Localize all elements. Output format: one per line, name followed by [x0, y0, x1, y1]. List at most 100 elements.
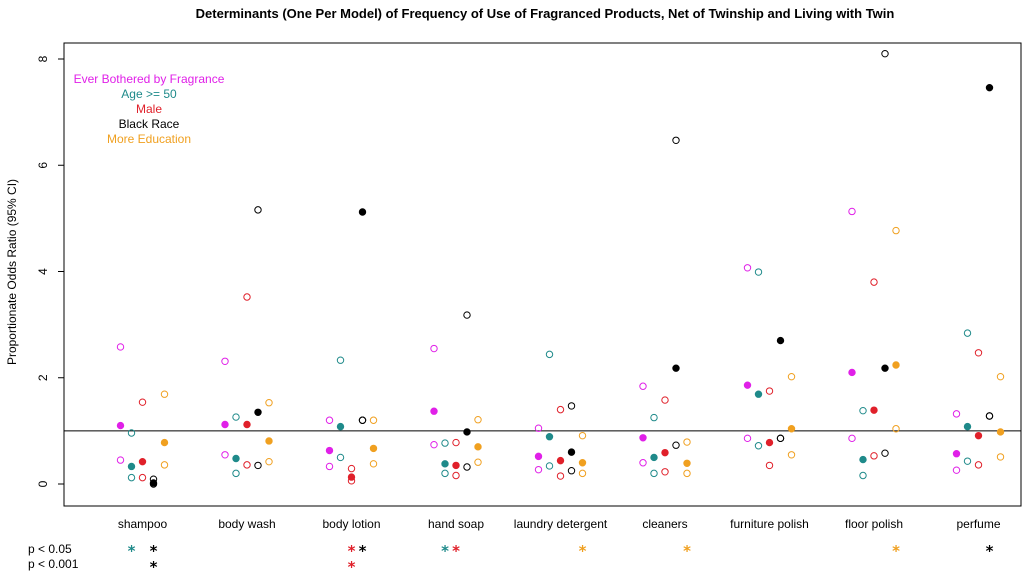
ci-high-s4-laundry-detergent	[578, 431, 587, 440]
ci-high-s0-body-wash	[221, 357, 229, 365]
ci-high-s1-perfume	[963, 329, 972, 337]
estimate-s4-perfume	[996, 428, 1005, 436]
x-tick-label-floor-polish: floor polish	[845, 517, 903, 531]
estimate-s4-body-wash	[265, 437, 273, 445]
y-tick-label-1: 2	[36, 374, 50, 381]
ci-high-s2-shampoo	[138, 398, 147, 406]
estimate-s3-laundry-detergent	[567, 448, 576, 456]
y-tick-label-2: 4	[36, 268, 50, 275]
ci-low-s2-shampoo	[138, 473, 147, 482]
sig-star-p05-6: *	[579, 542, 587, 560]
ci-high-s1-hand-soap	[441, 439, 449, 447]
ci-low-s0-furniture-polish	[743, 434, 752, 443]
ci-low-s2-furniture-polish	[765, 461, 774, 470]
x-tick-label-shampoo: shampoo	[118, 517, 168, 531]
ci-low-s0-body-wash	[221, 451, 229, 459]
ci-low-s3-body-lotion	[358, 416, 367, 424]
y-axis-label: Proportionate Odds Ratio (95% CI)	[5, 179, 19, 365]
ci-high-s0-cleaners	[639, 382, 647, 390]
sig-star-p05-7: *	[683, 542, 691, 560]
ci-high-s3-cleaners	[672, 136, 680, 144]
ci-high-s2-cleaners	[661, 396, 669, 404]
sig-star-p05-4: *	[441, 542, 449, 560]
sig-star-p05-5: *	[452, 542, 460, 560]
ci-high-s0-laundry-detergent	[534, 424, 543, 432]
ci-low-s4-body-wash	[265, 457, 273, 466]
ci-low-s1-hand-soap	[441, 469, 449, 478]
ci-high-s4-perfume	[996, 372, 1005, 381]
estimate-s4-furniture-polish	[787, 425, 796, 433]
ci-low-s2-body-wash	[243, 461, 251, 469]
estimate-s0-hand-soap	[430, 407, 438, 415]
ci-low-s4-perfume	[996, 453, 1005, 461]
estimate-s2-floor-polish	[870, 406, 878, 414]
ci-low-s3-floor-polish	[881, 449, 889, 457]
ci-high-s0-perfume	[952, 410, 961, 418]
ci-low-s4-shampoo	[160, 461, 169, 469]
x-tick-label-body-lotion: body lotion	[322, 517, 380, 531]
ci-high-s2-perfume	[974, 349, 983, 357]
sig-star-p05-8: *	[892, 542, 900, 560]
ci-low-s3-hand-soap	[463, 463, 471, 471]
estimate-s2-body-lotion	[347, 473, 356, 481]
estimate-s0-body-lotion	[325, 446, 334, 455]
estimate-s0-perfume	[952, 450, 961, 458]
ci-high-s1-shampoo	[127, 429, 136, 437]
ci-low-s4-floor-polish	[892, 425, 900, 433]
estimate-s2-perfume	[974, 431, 983, 440]
ci-low-s1-body-lotion	[336, 453, 345, 462]
estimate-s3-body-lotion	[358, 208, 367, 216]
legend-entry-0: Ever Bothered by Fragrance	[74, 72, 225, 86]
estimate-s4-floor-polish	[892, 361, 900, 369]
ci-low-s2-hand-soap	[452, 471, 460, 480]
estimate-s4-hand-soap	[474, 443, 482, 451]
estimate-s1-body-lotion	[336, 422, 345, 431]
ci-low-s2-floor-polish	[870, 452, 878, 460]
estimate-s3-furniture-polish	[776, 336, 785, 345]
y-tick-label-0: 0	[36, 480, 50, 487]
ci-low-s0-shampoo	[116, 456, 125, 464]
ci-low-s2-perfume	[974, 461, 983, 469]
ci-high-s4-body-wash	[265, 399, 273, 407]
y-tick-label-4: 8	[36, 55, 50, 62]
x-tick-label-perfume: perfume	[956, 517, 1000, 531]
sig-label-p05: p < 0.05	[28, 542, 72, 556]
ci-high-s2-furniture-polish	[765, 387, 774, 395]
x-tick-label-laundry-detergent: laundry detergent	[514, 517, 608, 531]
ci-high-s2-body-lotion	[347, 464, 356, 473]
ci-low-s4-laundry-detergent	[578, 469, 587, 478]
ci-high-s2-body-wash	[243, 293, 251, 301]
legend-entry-4: More Education	[107, 132, 191, 146]
sig-star-p05-2: *	[348, 542, 356, 560]
ci-low-s1-body-wash	[232, 469, 240, 478]
estimate-s3-floor-polish	[881, 364, 889, 372]
ci-low-s0-hand-soap	[430, 440, 438, 449]
estimate-s3-cleaners	[672, 364, 680, 372]
legend-entry-1: Age >= 50	[121, 87, 177, 101]
estimate-s1-body-wash	[232, 454, 240, 463]
ci-high-s2-floor-polish	[870, 278, 878, 286]
x-tick-label-body-wash: body wash	[218, 517, 275, 531]
ci-high-s3-hand-soap	[463, 311, 471, 319]
ci-low-s4-furniture-polish	[787, 451, 796, 459]
ci-high-s3-laundry-detergent	[567, 402, 576, 410]
estimate-s4-cleaners	[683, 459, 691, 467]
sig-star-p001-0: *	[150, 558, 158, 575]
ci-low-s0-perfume	[952, 466, 961, 474]
ci-high-s0-body-lotion	[325, 416, 334, 424]
ci-high-s2-laundry-detergent	[556, 405, 565, 414]
ci-high-s4-shampoo	[160, 390, 169, 398]
estimate-s3-shampoo	[149, 479, 158, 487]
estimate-s2-cleaners	[661, 448, 669, 457]
significance-panel: p < 0.05 p < 0.001 * * * * * * * * * ** *	[28, 542, 994, 575]
estimate-s1-cleaners	[650, 453, 658, 462]
ci-low-s3-body-wash	[254, 461, 262, 470]
estimate-s3-body-wash	[254, 408, 262, 416]
ci-low-s1-cleaners	[650, 469, 658, 478]
ci-high-s1-cleaners	[650, 413, 658, 422]
estimate-s3-perfume	[985, 83, 994, 92]
data-marks	[116, 49, 1005, 488]
estimate-s0-shampoo	[116, 421, 125, 430]
ci-high-s1-body-wash	[232, 413, 240, 421]
